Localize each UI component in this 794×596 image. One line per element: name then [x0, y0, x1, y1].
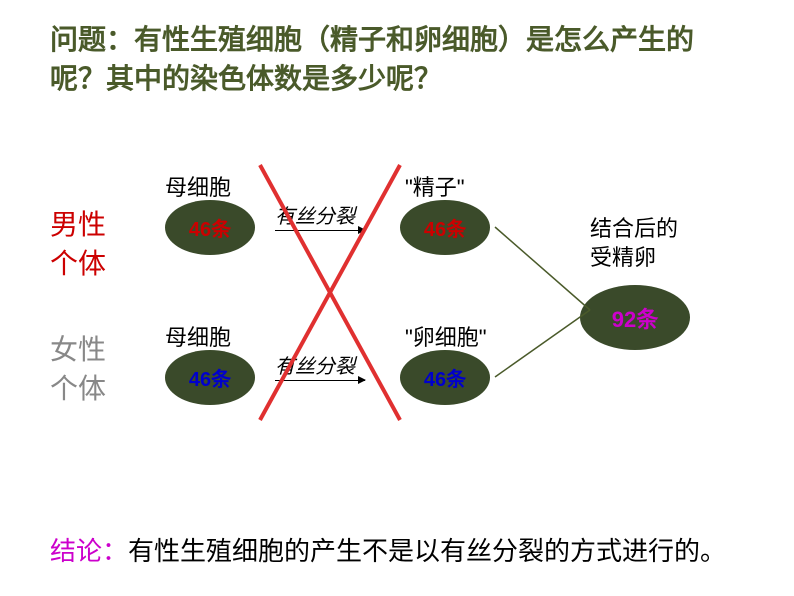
- mitosis-arrow: [275, 380, 365, 381]
- result-label: 结合后的受精卵: [590, 215, 678, 272]
- mother-cell-ellipse: 46条: [165, 200, 255, 255]
- mother-cell-label: 母细胞: [165, 320, 231, 352]
- result-ellipse: 92条: [580, 285, 690, 350]
- product-cell-ellipse: 46条: [400, 350, 490, 405]
- mother-cell-label: 母细胞: [165, 170, 231, 202]
- male-label: 男性个体: [50, 205, 106, 283]
- female-label: 女性个体: [50, 330, 106, 408]
- product-cell-ellipse: 46条: [400, 200, 490, 255]
- mitosis-arrow: [275, 230, 365, 231]
- product-cell-label: "卵细胞": [405, 320, 487, 352]
- conclusion-prefix: 结论：: [50, 536, 128, 566]
- converge-line-2: [495, 310, 590, 377]
- mother-cell-ellipse: 46条: [165, 350, 255, 405]
- converge-line-1: [495, 227, 590, 310]
- mitosis-label: 有丝分裂: [275, 350, 355, 379]
- mitosis-label: 有丝分裂: [275, 200, 355, 229]
- question-text: 问题：有性生殖细胞（精子和卵细胞）是怎么产生的呢？其中的染色体数是多少呢？: [50, 20, 730, 98]
- result-ellipse-text: 92条: [612, 302, 658, 334]
- conclusion-text: 结论：有性生殖细胞的产生不是以有丝分裂的方式进行的。: [50, 532, 750, 571]
- conclusion-body: 有性生殖细胞的产生不是以有丝分裂的方式进行的。: [128, 536, 726, 566]
- product-cell-label: "精子": [405, 170, 465, 202]
